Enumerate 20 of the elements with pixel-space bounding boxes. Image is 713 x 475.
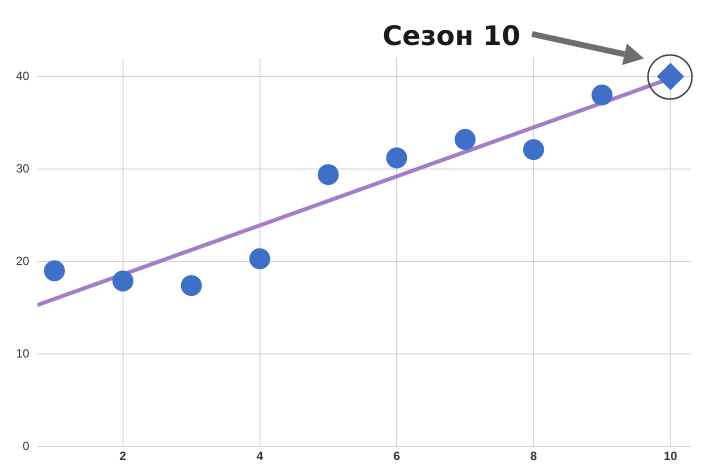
text: Сезон 10 bbox=[382, 21, 520, 52]
point bbox=[249, 248, 270, 270]
y-tick-label: 0 bbox=[22, 438, 30, 453]
point bbox=[44, 260, 65, 282]
y-tick-label: 20 bbox=[16, 254, 30, 268]
point bbox=[112, 270, 134, 292]
point bbox=[592, 84, 613, 106]
point bbox=[523, 139, 544, 160]
x-tick-label: 8 bbox=[530, 449, 538, 464]
point bbox=[318, 164, 339, 186]
x-tick-label: 4 bbox=[256, 449, 264, 464]
y-tick-label: 40 bbox=[16, 68, 30, 83]
y-tick-label: 10 bbox=[16, 346, 30, 360]
x-tick-label: 6 bbox=[393, 449, 400, 464]
point bbox=[454, 128, 476, 150]
x-tick-label: 10 bbox=[664, 449, 678, 464]
point bbox=[386, 147, 408, 168]
point bbox=[180, 275, 202, 296]
x-tick-label: 2 bbox=[120, 449, 127, 464]
y-tick-label: 30 bbox=[16, 161, 30, 176]
